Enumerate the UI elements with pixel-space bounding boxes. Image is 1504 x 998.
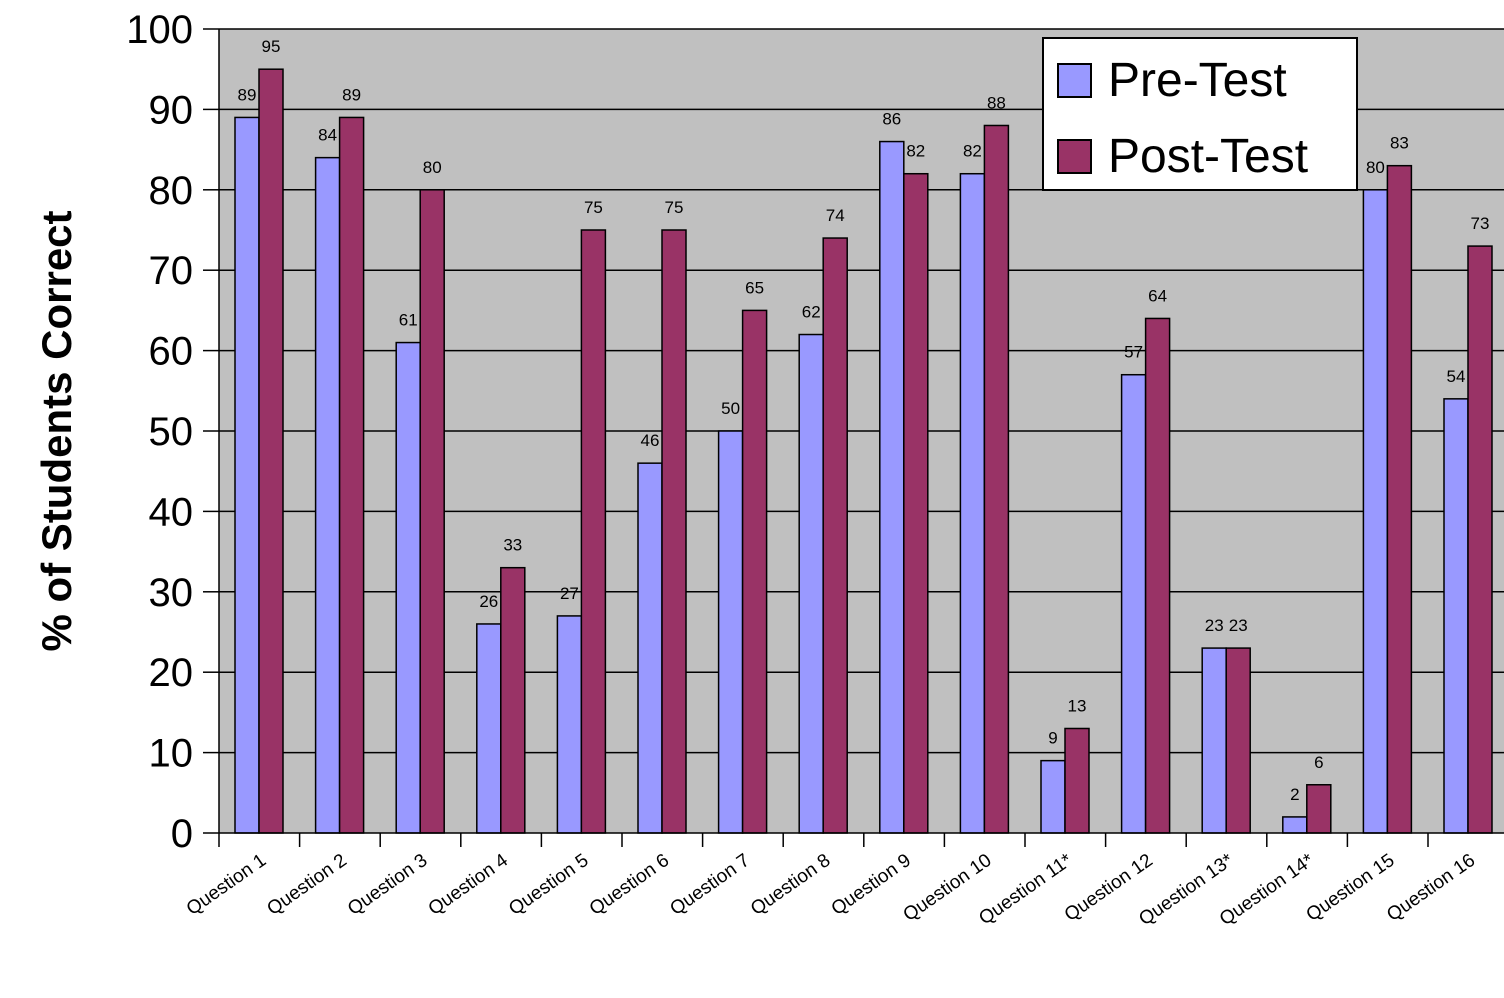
x-tick-label: Question 5 [505, 850, 592, 920]
x-tick-label: Question 8 [747, 850, 834, 920]
post-test-bar [741, 309, 768, 834]
data-label: 13 [1068, 696, 1087, 715]
data-label: 82 [906, 142, 925, 161]
post-test-bar [419, 189, 445, 834]
y-axis-title: % of Students Correct [33, 210, 80, 651]
post-test-bar [1144, 317, 1171, 834]
data-label: 75 [584, 198, 603, 217]
pre-test-bar [879, 140, 905, 834]
x-tick-label: Question 4 [425, 850, 513, 920]
data-label: 89 [342, 85, 361, 104]
axes [203, 28, 1504, 847]
data-label: 65 [745, 278, 764, 297]
data-label: 84 [318, 126, 337, 145]
pre-test-bar [556, 615, 583, 834]
legend-swatch-pre-test [1057, 63, 1092, 98]
legend-swatch-post-test [1057, 139, 1092, 174]
x-tick-label: Question 16 [1383, 850, 1479, 926]
data-label: 80 [423, 158, 442, 177]
pre-test-bar [1120, 373, 1147, 834]
post-test-bar [338, 116, 365, 834]
post-test-bar [903, 172, 929, 834]
post-test-bar [822, 237, 848, 834]
pre-test-bar [717, 430, 744, 834]
data-label: 27 [560, 584, 579, 603]
data-label: 62 [802, 303, 821, 322]
data-label: 9 [1048, 729, 1057, 748]
post-test-bar [1064, 727, 1090, 834]
y-tick-label: 90 [149, 88, 194, 132]
pre-test-bar [959, 172, 986, 834]
legend: Pre-Test Post-Test [1042, 37, 1358, 191]
post-test-bar [258, 68, 284, 834]
pre-test-bar [1443, 398, 1469, 834]
data-label: 89 [238, 85, 257, 104]
post-test-bar [1306, 784, 1332, 834]
data-label: 6 [1314, 753, 1323, 772]
post-test-bar [1225, 647, 1251, 834]
data-label: 61 [399, 311, 418, 330]
pre-test-bar [1201, 647, 1227, 834]
y-tick-label: 50 [149, 410, 194, 454]
pre-test-bar [1282, 816, 1308, 834]
data-label: 82 [963, 142, 982, 161]
data-label: 23 [1205, 616, 1224, 635]
y-tick-label: 0 [171, 812, 193, 856]
x-tick-label: Question 1 [183, 850, 270, 920]
post-test-bar [580, 229, 607, 834]
data-label: 80 [1366, 158, 1385, 177]
data-label: 64 [1148, 286, 1167, 305]
x-tick-label: Question 2 [263, 850, 350, 920]
y-tick-label: 80 [149, 169, 194, 213]
data-label: 57 [1124, 343, 1143, 362]
x-tick-label: Question 6 [586, 850, 673, 920]
x-tick-label: Question 3 [344, 850, 431, 920]
data-label: 2 [1290, 785, 1299, 804]
data-label: 73 [1471, 214, 1490, 233]
post-test-bar [1386, 164, 1413, 834]
post-test-bar [1467, 245, 1493, 834]
data-label: 88 [987, 93, 1006, 112]
data-label: 54 [1447, 367, 1466, 386]
legend-label-post-test: Post-Test [1108, 130, 1308, 183]
post-test-bar [500, 566, 526, 834]
data-label: 33 [503, 536, 522, 555]
legend-label-pre-test: Pre-Test [1108, 54, 1287, 107]
pre-test-bar [1040, 759, 1066, 834]
post-test-bar [661, 229, 687, 834]
y-tick-label: 30 [149, 571, 194, 615]
data-label: 74 [826, 206, 845, 225]
data-label: 75 [665, 198, 684, 217]
y-tick-label: 10 [149, 732, 194, 776]
y-tick-label: 40 [149, 490, 194, 534]
data-label: 50 [721, 399, 740, 418]
data-label: 83 [1390, 134, 1409, 153]
pre-test-bar [395, 341, 421, 834]
y-tick-label: 100 [126, 8, 193, 52]
y-tick-labels: 0 10 20 30 40 50 60 70 80 90 100 [126, 8, 193, 856]
data-label: 26 [479, 592, 498, 611]
y-tick-label: 70 [149, 249, 194, 293]
y-tick-label: 20 [149, 651, 194, 695]
data-labels: 89 95 84 89 61 80 26 33 27 75 46 75 50 65 62 74 86 82 82 88… [238, 37, 1490, 804]
pre-test-bar [1362, 189, 1389, 834]
bars [234, 68, 1493, 834]
x-tick-label: Question 7 [666, 850, 753, 920]
legend-box [1042, 37, 1358, 191]
pre-test-bar [476, 623, 502, 834]
x-tick-label: Question 15 [1303, 850, 1399, 926]
data-label: 46 [641, 431, 660, 450]
pre-test-bar [637, 462, 663, 834]
data-label: 95 [262, 37, 281, 56]
data-label: 86 [882, 110, 901, 129]
data-label: 23 [1229, 616, 1248, 635]
y-tick-label: 60 [149, 330, 194, 374]
pre-test-bar [798, 333, 824, 834]
pre-test-bar [314, 156, 341, 834]
pre-test-bar [234, 116, 260, 834]
post-test-bar [983, 124, 1010, 834]
